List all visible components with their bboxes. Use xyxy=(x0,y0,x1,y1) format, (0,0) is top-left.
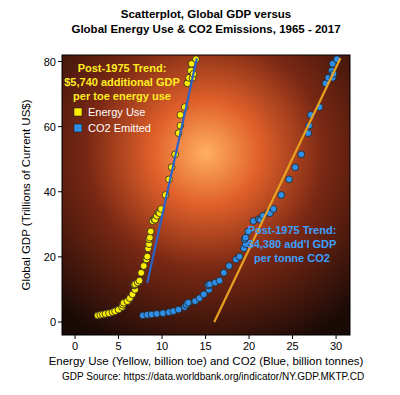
legend-swatch xyxy=(74,108,82,116)
x-tick xyxy=(292,335,293,339)
y-tick xyxy=(58,126,62,127)
legend-label: Energy Use xyxy=(88,106,145,118)
chart-root: Scatterplot, Global GDP versus Global Ene… xyxy=(0,0,400,395)
data-point xyxy=(140,263,147,270)
annotation: $4,380 add'l GDP xyxy=(248,238,337,250)
y-tick xyxy=(58,321,62,322)
x-tick xyxy=(118,335,119,339)
y-tick-label: 20 xyxy=(44,251,56,263)
data-point xyxy=(144,253,151,260)
x-tick xyxy=(249,335,250,339)
x-tick-label: 15 xyxy=(199,340,211,352)
title: Scatterplot, Global GDP versus xyxy=(121,8,291,20)
annotation: Post-1975 Trend: xyxy=(78,62,167,74)
data-point xyxy=(226,263,233,270)
y-tick xyxy=(58,191,62,192)
data-point xyxy=(298,151,305,158)
x-tick-label: 0 xyxy=(72,340,78,352)
x-tick-label: 20 xyxy=(243,340,255,352)
x-tick xyxy=(162,335,163,339)
data-point xyxy=(270,206,277,213)
x-tick xyxy=(336,335,337,339)
data-point xyxy=(146,234,153,241)
x-tick-label: 30 xyxy=(330,340,342,352)
y-axis-label: Global GDP (Trillions of Current US$) xyxy=(20,99,32,290)
data-point xyxy=(136,277,143,284)
data-point xyxy=(292,164,299,171)
x-axis-label: Energy Use (Yellow, billion toe) and CO2… xyxy=(49,355,364,367)
data-point xyxy=(138,269,145,276)
y-tick xyxy=(58,256,62,257)
data-point xyxy=(185,299,192,306)
data-point xyxy=(147,228,154,235)
legend-swatch xyxy=(74,124,82,132)
data-point xyxy=(160,310,167,317)
data-point xyxy=(286,176,293,183)
x-tick xyxy=(205,335,206,339)
source: GDP Source: https://data.worldbank.org/i… xyxy=(62,371,364,382)
y-tick-label: 60 xyxy=(44,121,56,133)
annotation: $5,740 additional GDP xyxy=(64,76,180,88)
y-tick xyxy=(58,61,62,62)
x-tick-label: 5 xyxy=(115,340,121,352)
plot-background xyxy=(62,55,350,335)
x-tick-label: 25 xyxy=(286,340,298,352)
data-point xyxy=(220,269,227,276)
y-tick-label: 0 xyxy=(50,316,56,328)
data-point xyxy=(278,192,285,199)
annotation: Post-1975 Trend: xyxy=(248,224,337,236)
chart-svg: Scatterplot, Global GDP versus Global Ene… xyxy=(0,0,400,395)
data-point xyxy=(216,277,223,284)
x-tick-label: 10 xyxy=(156,340,168,352)
data-point xyxy=(236,253,243,260)
legend-label: CO2 Emitted xyxy=(88,122,151,134)
y-tick-label: 40 xyxy=(44,186,56,198)
x-tick xyxy=(75,335,76,339)
subtitle: Global Energy Use & CO2 Emissions, 1965 … xyxy=(71,23,340,35)
annotation: per tonne CO2 xyxy=(254,252,330,264)
plot-frame xyxy=(62,55,350,335)
y-tick-label: 80 xyxy=(44,56,56,68)
trend-line xyxy=(214,58,340,322)
annotation: per toe energy use xyxy=(73,90,171,102)
